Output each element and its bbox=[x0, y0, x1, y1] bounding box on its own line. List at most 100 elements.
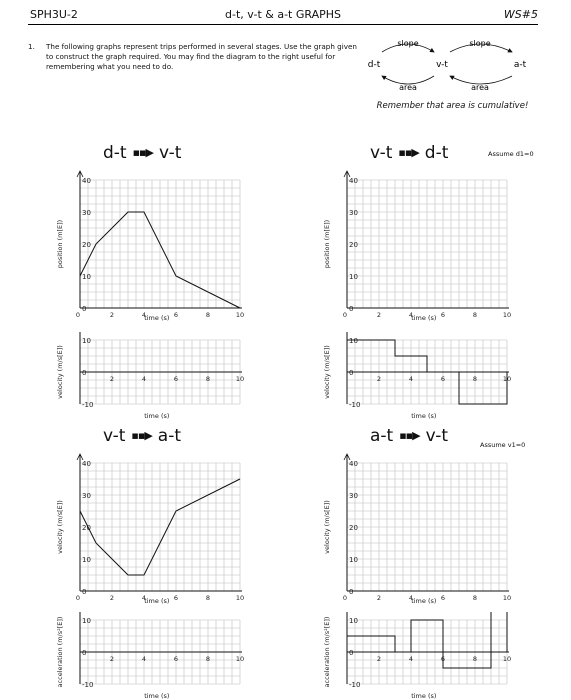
y-tick-label: 10 bbox=[349, 556, 358, 564]
x-tick-label: 6 bbox=[174, 594, 178, 602]
x-tick-label: 8 bbox=[473, 375, 477, 383]
chart-3-acceleration-time: -10 0 10 2 4 6 8 10 time (s) acceleration (m/s²[E… bbox=[56, 612, 244, 700]
y-tick-label: 40 bbox=[349, 177, 358, 185]
x-tick-label: 4 bbox=[142, 655, 146, 663]
x-tick-label: 4 bbox=[409, 375, 413, 383]
y-tick-label: 0 bbox=[349, 305, 353, 313]
slope-arrow-2 bbox=[449, 43, 513, 53]
y-tick-label: 10 bbox=[82, 273, 91, 281]
worksheet-number: WS#5 bbox=[503, 8, 538, 21]
y-axis-arrow-icon bbox=[343, 453, 351, 461]
x-tick-label: 6 bbox=[441, 375, 445, 383]
worksheet-title: d-t, v-t & a-t GRAPHS bbox=[225, 8, 341, 21]
y-tick-label: 30 bbox=[82, 209, 91, 217]
slope-label-1: slope bbox=[397, 39, 418, 48]
x-tick-label: 6 bbox=[174, 375, 178, 383]
series-line bbox=[347, 339, 508, 405]
y-tick-label: 10 bbox=[82, 556, 91, 564]
x-tick-label: 10 bbox=[503, 311, 511, 319]
chart-1-velocity-time: -10 0 10 2 4 6 8 10 time (s) velocity (m/s[E]) bbox=[56, 332, 244, 420]
y-tick-label: 10 bbox=[349, 273, 358, 281]
x-tick-label: 10 bbox=[236, 311, 244, 319]
x-axis-label: time (s) bbox=[411, 412, 436, 420]
x-tick-label: 4 bbox=[142, 311, 146, 319]
y-axis-label: velocity (m/s[E]) bbox=[56, 345, 64, 399]
y-axis-label: position (m[E]) bbox=[323, 220, 331, 268]
x-tick-label: 0 bbox=[343, 594, 347, 602]
x-tick-label: 2 bbox=[110, 375, 114, 383]
y-tick-label: 10 bbox=[82, 337, 91, 345]
x-axis-label: time (s) bbox=[144, 314, 169, 322]
panel-2-assumption: Assume d1=0 bbox=[488, 150, 534, 158]
y-tick-label: 10 bbox=[349, 337, 358, 345]
y-tick-label: 20 bbox=[82, 241, 91, 249]
y-axis-label: acceleration (m/s²[E]) bbox=[323, 617, 331, 688]
y-tick-label: 10 bbox=[349, 617, 358, 625]
panel-3-from: v-t bbox=[103, 426, 126, 446]
arrow-icon: ▪▪▶ bbox=[132, 146, 154, 159]
y-tick-label: 0 bbox=[349, 649, 353, 657]
grid bbox=[346, 179, 508, 309]
series-line bbox=[347, 612, 508, 669]
panel-3-title: v-t ▪▪▶ a-t bbox=[103, 426, 181, 446]
x-axis-label: time (s) bbox=[411, 314, 436, 322]
y-tick-label: 10 bbox=[82, 617, 91, 625]
y-tick-label: 20 bbox=[349, 524, 358, 532]
x-axis-label: time (s) bbox=[144, 692, 169, 700]
x-axis-label: time (s) bbox=[144, 597, 169, 605]
area-arrow-1 bbox=[381, 75, 435, 85]
y-axis-label: velocity (m/s[E]) bbox=[56, 500, 64, 554]
diagram-d-t: d-t bbox=[368, 60, 381, 70]
y-tick-label: -10 bbox=[349, 401, 360, 409]
x-tick-label: 2 bbox=[110, 311, 114, 319]
y-tick-label: 20 bbox=[82, 524, 91, 532]
y-tick-label: 0 bbox=[82, 369, 86, 377]
x-tick-label: 2 bbox=[110, 655, 114, 663]
y-tick-label: 0 bbox=[82, 305, 86, 313]
x-tick-label: 8 bbox=[473, 655, 477, 663]
panel-2-to: d-t bbox=[424, 143, 449, 163]
y-axis-arrow-icon bbox=[76, 170, 84, 178]
x-tick-label: 4 bbox=[409, 594, 413, 602]
x-tick-label: 4 bbox=[409, 311, 413, 319]
x-axis-label: time (s) bbox=[411, 692, 436, 700]
area-label-1: area bbox=[399, 83, 417, 92]
panel-1-from: d-t bbox=[103, 143, 127, 163]
y-axis-label: velocity (m/s[E]) bbox=[323, 345, 331, 399]
x-tick-label: 0 bbox=[76, 594, 80, 602]
grid bbox=[346, 462, 508, 592]
arrow-icon: ▪▪▶ bbox=[398, 146, 419, 159]
area-note: Remember that area is cumulative! bbox=[376, 101, 529, 111]
question-number: 1. bbox=[28, 42, 35, 51]
x-tick-label: 6 bbox=[174, 311, 178, 319]
arrow-icon: ▪▪▶ bbox=[131, 429, 152, 442]
y-tick-label: -10 bbox=[82, 401, 93, 409]
x-tick-label: 10 bbox=[236, 594, 244, 602]
area-label-2: area bbox=[471, 83, 489, 92]
panel-2-title: v-t ▪▪▶ d-t bbox=[370, 143, 448, 163]
x-tick-label: 6 bbox=[441, 594, 445, 602]
y-tick-label: 40 bbox=[349, 460, 358, 468]
y-axis-arrow-icon bbox=[343, 170, 351, 178]
x-tick-label: 4 bbox=[142, 594, 146, 602]
series-line bbox=[79, 211, 241, 309]
x-tick-label: 2 bbox=[110, 594, 114, 602]
x-tick-label: 2 bbox=[377, 655, 381, 663]
x-tick-label: 10 bbox=[503, 594, 511, 602]
x-tick-label: 2 bbox=[377, 375, 381, 383]
x-tick-label: 4 bbox=[409, 655, 413, 663]
slope-area-diagram: d-t v-t a-t slope slope area area bbox=[368, 39, 527, 92]
x-tick-label: 8 bbox=[206, 311, 210, 319]
grid bbox=[79, 462, 241, 592]
slope-arrow-1 bbox=[381, 43, 435, 53]
y-tick-label: 30 bbox=[349, 209, 358, 217]
x-tick-label: 8 bbox=[206, 375, 210, 383]
y-tick-label: -10 bbox=[82, 681, 93, 689]
x-axis-label: time (s) bbox=[144, 412, 169, 420]
chart-2-position-time: 0 10 20 30 40 0 2 4 6 8 10 time (s) position (m[E]) bbox=[323, 170, 511, 322]
chart-4-velocity-time: 0 10 20 30 40 0 2 4 6 8 10 time (s) velocity (m/s[E]… bbox=[323, 453, 511, 605]
panel-1-title: d-t ▪▪▶ v-t bbox=[103, 143, 181, 163]
y-axis-arrow-icon bbox=[76, 453, 84, 461]
